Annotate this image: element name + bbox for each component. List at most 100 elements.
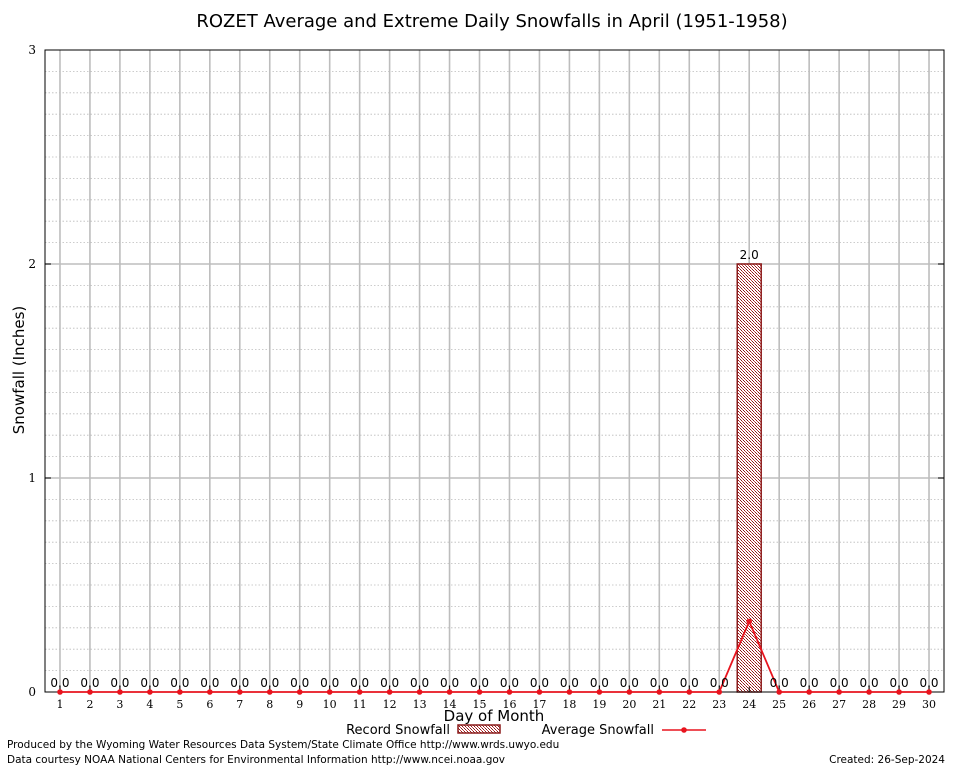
x-tick-label-24: 24 (742, 698, 756, 711)
x-tick-label-30: 30 (922, 698, 936, 711)
average-point-day-1 (57, 689, 63, 695)
legend: Record Snowfall Average Snowfall (346, 723, 706, 738)
x-tick-label-4: 4 (146, 698, 153, 711)
x-tick-label-18: 18 (562, 698, 576, 711)
y-tick-label: 2 (28, 257, 36, 271)
x-tick-label-7: 7 (236, 698, 243, 711)
x-tick-label-28: 28 (862, 698, 876, 711)
data-label-day-1: 0.0 (50, 676, 69, 690)
x-tick-label-15: 15 (473, 698, 487, 711)
average-line-group (57, 618, 932, 695)
footer-created-date: Created: 26-Sep-2024 (829, 754, 945, 766)
average-point-day-19 (596, 689, 603, 695)
x-tick-label-29: 29 (892, 698, 906, 711)
x-tick-label-17: 17 (532, 698, 546, 711)
x-tick-label-13: 13 (413, 698, 427, 711)
data-label-day-22: 0.0 (680, 676, 699, 690)
data-label-day-11: 0.0 (350, 676, 369, 690)
average-point-day-20 (626, 689, 633, 695)
data-label-day-21: 0.0 (650, 676, 669, 690)
average-point-day-9 (296, 689, 303, 695)
x-tick-label-23: 23 (712, 698, 726, 711)
x-tick-label-21: 21 (652, 698, 666, 711)
x-tick-label-3: 3 (116, 698, 123, 711)
data-label-day-8: 0.0 (260, 676, 279, 690)
y-axis-title: Snowfall (Inches) (10, 306, 28, 434)
x-axis-title: Day of Month (444, 707, 545, 725)
data-labels: 0.0 0.0 0.0 0.0 0.0 0.0 0.0 0.0 0.0 0.0 0.0 0.0 0.0 0… (50, 248, 938, 690)
x-tick-label-26: 26 (802, 698, 816, 711)
average-point-day-28 (866, 689, 872, 695)
data-label-day-7: 0.0 (230, 676, 249, 690)
data-label-day-10: 0.0 (320, 676, 339, 690)
average-point-day-27 (836, 689, 842, 695)
data-label-day-14: 0.0 (440, 676, 459, 690)
x-tick-label-6: 6 (206, 698, 213, 711)
grid (45, 50, 944, 692)
footer-produced-by: Produced by the Wyoming Water Resources … (7, 739, 559, 751)
data-label-day-20: 0.0 (620, 676, 639, 690)
bars (736, 263, 762, 693)
average-point-day-30 (926, 689, 932, 695)
x-tick-label-20: 20 (622, 698, 636, 711)
average-point-day-24 (746, 618, 753, 625)
data-label-day-28: 0.0 (860, 676, 879, 690)
average-snowfall-line (59, 619, 930, 693)
data-label-day-25: 0.0 (770, 676, 789, 690)
x-axis-ticks: 1 2 3 4 5 6 7 8 9 10 11 12 13 14 15 16 17 18 19 20 21 22 23 24 2… (56, 687, 936, 711)
x-tick-label-25: 25 (772, 698, 786, 711)
average-point-day-14 (446, 689, 453, 695)
average-point-day-13 (416, 689, 423, 695)
data-label-day-30: 0.0 (919, 676, 938, 690)
y-tick-label: 1 (28, 471, 36, 485)
data-label-day-18: 0.0 (560, 676, 579, 690)
average-point-day-25 (776, 689, 782, 695)
average-point-day-2 (87, 689, 93, 695)
data-label-day-13: 0.0 (410, 676, 429, 690)
average-point-day-5 (177, 689, 183, 695)
average-point-day-8 (266, 689, 273, 695)
data-label-day-3: 0.0 (110, 676, 129, 690)
x-tick-label-14: 14 (443, 698, 457, 711)
x-tick-label-5: 5 (176, 698, 183, 711)
data-label-day-26: 0.0 (800, 676, 819, 690)
data-label-day-15: 0.0 (470, 676, 489, 690)
data-label-day-23: 0.0 (710, 676, 729, 690)
x-tick-label-16: 16 (502, 698, 516, 711)
average-point-day-29 (896, 689, 902, 695)
average-point-day-7 (236, 689, 243, 695)
data-label-day-6: 0.0 (200, 676, 219, 690)
data-label-day-4: 0.0 (140, 676, 159, 690)
data-label-day-5: 0.0 (170, 676, 189, 690)
x-tick-label-19: 19 (592, 698, 606, 711)
average-point-day-16 (506, 689, 513, 695)
average-point-day-4 (147, 689, 153, 695)
legend-average-marker (681, 727, 687, 733)
data-label-day-17: 0.0 (530, 676, 549, 690)
x-tick-label-9: 9 (296, 698, 303, 711)
x-tick-label-22: 22 (682, 698, 696, 711)
average-point-day-18 (566, 689, 573, 695)
average-point-day-22 (686, 689, 693, 695)
footer-data-courtesy: Data courtesy NOAA National Centers for … (7, 754, 505, 766)
legend-record-swatch (457, 724, 501, 734)
data-label-day-9: 0.0 (290, 676, 309, 690)
y-tick-label: 0 (28, 685, 36, 699)
data-label-day-27: 0.0 (830, 676, 849, 690)
chart-title: ROZET Average and Extreme Daily Snowfall… (196, 11, 787, 32)
data-label-day-24: 2.0 (740, 248, 759, 262)
average-point-day-26 (806, 689, 812, 695)
y-axis-ticks: 0 1 2 3 (28, 43, 944, 699)
x-tick-label-27: 27 (832, 698, 846, 711)
average-point-day-17 (536, 689, 543, 695)
x-tick-label-8: 8 (266, 698, 273, 711)
legend-average-label: Average Snowfall (542, 723, 654, 738)
data-label-day-19: 0.0 (590, 676, 609, 690)
y-tick-label: 3 (28, 43, 36, 57)
data-label-day-16: 0.0 (500, 676, 519, 690)
x-tick-label-2: 2 (86, 698, 93, 711)
x-tick-label-1: 1 (56, 698, 63, 711)
average-point-day-6 (207, 689, 213, 695)
average-point-day-11 (356, 689, 363, 695)
